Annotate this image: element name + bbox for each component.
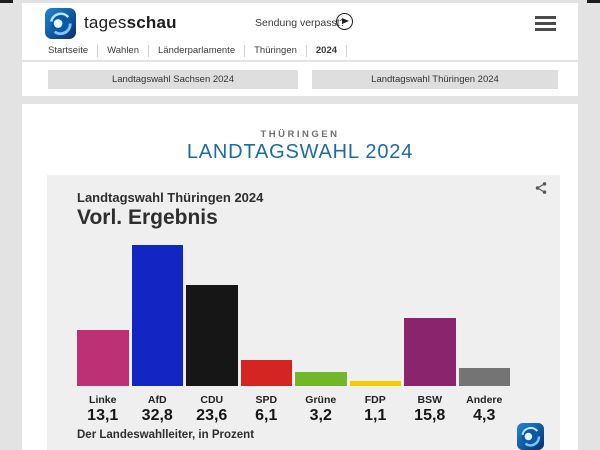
chart-subtitle: Vorl. Ergebnis [77, 206, 218, 229]
bar-value-spd: 6,1 [255, 407, 278, 424]
breadcrumb: Startseite Wahlen Länderparlamente Thüri… [48, 42, 348, 60]
bar-value-linke: 13,1 [87, 407, 119, 424]
bar-label-fdp: FDP [364, 394, 386, 406]
tab-landtagswahl-sachsen[interactable]: Landtagswahl Sachsen 2024 [48, 70, 298, 89]
bar-value-cdu: 23,6 [196, 407, 228, 424]
breadcrumb-2024[interactable]: 2024 [307, 45, 348, 57]
bar-plot [77, 245, 510, 391]
window-edge-left [0, 0, 13, 3]
bar-fdp [349, 373, 401, 391]
tab-landtagswahl-thueringen[interactable]: Landtagswahl Thüringen 2024 [312, 70, 558, 89]
tagesschau-watermark-logo [517, 423, 544, 450]
header: tagesschau Sendung verpasst? Startseite … [22, 3, 578, 60]
bar-label-grne: Grüne [305, 394, 337, 406]
breadcrumb-startseite[interactable]: Startseite [48, 45, 99, 57]
bar-label-afd: AfD [147, 394, 167, 406]
bar-value-fdp: 1,1 [364, 407, 387, 424]
breadcrumb-thueringen[interactable]: Thüringen [245, 45, 307, 57]
bar-andere [458, 367, 510, 392]
chart-source: Der Landeswahlleiter, in Prozent [77, 429, 255, 441]
chart-title: Landtagswahl Thüringen 2024 [77, 190, 264, 205]
bar-afd [131, 245, 183, 391]
region-label: THÜRINGEN [260, 129, 340, 140]
bar-value-afd: 32,8 [141, 407, 173, 424]
bar-value-andere: 4,3 [473, 407, 496, 424]
window-edge-right [587, 0, 600, 3]
bar-labels: Linke AfD CDU SPD Grüne FDP BSW Andere [77, 394, 510, 406]
breadcrumb-wahlen[interactable]: Wahlen [98, 45, 149, 57]
bar-bsw [404, 318, 456, 391]
brand-title[interactable]: tagesschau [84, 13, 177, 32]
bar-spd [240, 359, 292, 391]
menu-icon[interactable] [535, 16, 556, 34]
main-content: THÜRINGEN LANDTAGSWAHL 2024 Landtagswahl… [22, 104, 578, 450]
bar-label-cdu: CDU [200, 394, 224, 406]
page-title: LANDTAGSWAHL 2024 [186, 141, 414, 163]
sendung-verpasst-link[interactable]: Sendung verpasst? [255, 17, 346, 29]
bar-label-spd: SPD [255, 394, 278, 406]
bar-values: 13,1 32,8 23,6 6,1 3,2 1,1 15,8 4,3 [77, 407, 510, 425]
bar-cdu [186, 284, 238, 392]
tagesschau-logo[interactable] [45, 8, 76, 39]
election-tabs: Landtagswahl Sachsen 2024 Landtagswahl T… [22, 62, 578, 96]
play-icon[interactable] [336, 13, 353, 30]
bar-label-bsw: BSW [417, 394, 443, 406]
share-icon[interactable] [534, 181, 548, 195]
bar-label-andere: Andere [466, 394, 503, 406]
bar-grne [295, 372, 347, 391]
bar-label-linke: Linke [89, 394, 117, 406]
bar-linke [77, 329, 129, 391]
bar-value-bsw: 15,8 [414, 407, 446, 424]
bar-value-grne: 3,2 [309, 407, 332, 424]
breadcrumb-laenderparlamente[interactable]: Länderparlamente [149, 45, 246, 57]
results-chart: Landtagswahl Thüringen 2024 Vorl. Ergebn… [47, 175, 560, 450]
